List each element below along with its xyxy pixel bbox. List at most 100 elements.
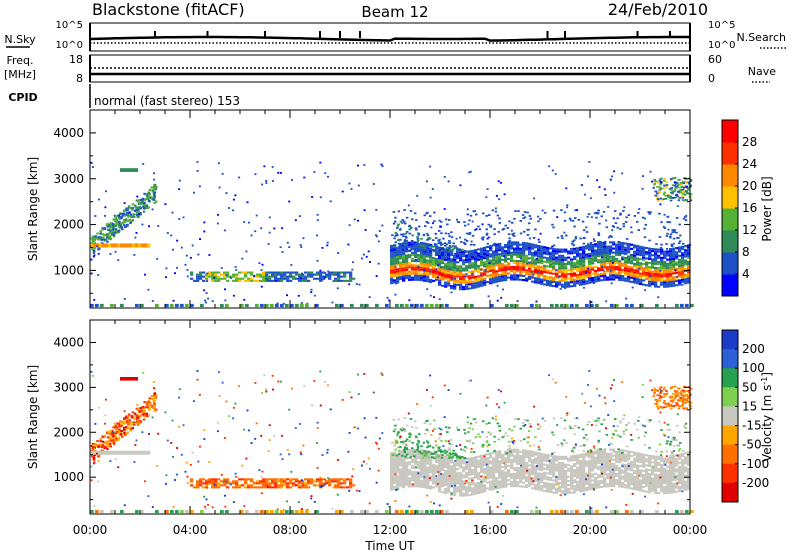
- power-cell: [645, 265, 649, 268]
- power-cell: [474, 261, 478, 264]
- velocity-cell: [594, 480, 598, 483]
- velocity-cell: [402, 455, 406, 458]
- power-cell: [316, 213, 319, 216]
- velocity-cell: [639, 479, 643, 482]
- power-cell: [120, 216, 123, 219]
- power-cell: [445, 243, 449, 246]
- power-cell: [331, 301, 334, 304]
- velocity-cell: [423, 463, 427, 466]
- power-cell: [624, 248, 628, 251]
- velocity-cell: [508, 428, 511, 430]
- velocity-cell: [681, 483, 685, 486]
- velocity-cell: [588, 478, 592, 481]
- power-cell: [609, 268, 613, 271]
- velocity-cell: [483, 478, 487, 481]
- power-cell: [504, 279, 508, 282]
- velocity-cell: [471, 457, 475, 460]
- power-cell: [570, 274, 574, 277]
- velocity-cell: [492, 479, 496, 482]
- power-cell: [561, 285, 565, 288]
- power-cell: [530, 303, 534, 308]
- power-cell: [561, 248, 565, 251]
- power-cell: [654, 180, 658, 183]
- power-cell: [487, 236, 491, 239]
- velocity-cell: [423, 478, 427, 481]
- velocity-cell: [579, 476, 583, 479]
- power-cell: [609, 272, 613, 275]
- power-cell: [522, 256, 526, 259]
- power-cell: [582, 260, 586, 263]
- velocity-cell: [666, 469, 670, 472]
- power-cell: [393, 258, 397, 261]
- power-cell: [687, 182, 691, 185]
- velocity-cell: [501, 461, 505, 464]
- power-cell: [423, 254, 427, 257]
- velocity-cell: [645, 484, 649, 487]
- velocity-cell: [582, 469, 586, 472]
- velocity-cell: [573, 471, 577, 474]
- power-cell: [441, 262, 445, 265]
- power-cell: [316, 234, 318, 237]
- velocity-cell: [480, 471, 484, 474]
- power-cell: [447, 280, 451, 283]
- power-cell: [214, 275, 218, 278]
- power-cell: [456, 218, 458, 221]
- power-cell: [417, 278, 421, 281]
- power-cell: [573, 255, 577, 258]
- power-cell: [611, 229, 614, 231]
- power-cell: [624, 265, 628, 268]
- power-cell: [411, 266, 415, 269]
- velocity-cell: [651, 485, 655, 488]
- power-cell: [405, 236, 408, 239]
- power-cell: [411, 264, 415, 267]
- power-cell: [480, 282, 484, 285]
- velocity-cell: [540, 487, 544, 490]
- power-cell: [328, 277, 332, 280]
- power-cell: [196, 273, 200, 276]
- power-cell: [501, 269, 505, 272]
- power-cell: [669, 233, 673, 236]
- velocity-cell: [611, 432, 615, 435]
- power-cell: [434, 244, 437, 246]
- power-cell: [403, 242, 406, 244]
- power-cell: [598, 222, 601, 225]
- velocity-cell: [639, 469, 643, 472]
- power-cell: [594, 255, 598, 258]
- velocity-cell: [405, 477, 409, 480]
- power-cell: [444, 245, 447, 247]
- velocity-cell: [483, 472, 487, 475]
- velocity-cell: [648, 489, 652, 492]
- velocity-cell: [594, 462, 598, 465]
- velocity-cell: [588, 466, 592, 469]
- power-cell: [393, 244, 397, 247]
- power-cell: [462, 253, 466, 256]
- power-cell: [653, 180, 656, 183]
- power-cell: [98, 246, 101, 249]
- power-cell: [504, 260, 508, 263]
- velocity-cell: [420, 449, 424, 452]
- power-cell: [537, 275, 541, 278]
- power-cell: [678, 265, 682, 268]
- velocity-cell: [417, 455, 421, 458]
- power-cell: [556, 236, 560, 239]
- velocity-cell: [507, 465, 511, 468]
- power-cell: [561, 273, 565, 276]
- velocity-cell: [429, 457, 433, 460]
- velocity-cell: [621, 485, 625, 488]
- velocity-cell: [678, 482, 682, 485]
- power-cell: [649, 275, 652, 278]
- power-cell: [408, 276, 412, 279]
- power-cell: [624, 269, 628, 272]
- velocity-cell: [402, 459, 406, 462]
- velocity-cell: [450, 467, 454, 470]
- power-cell: [495, 258, 499, 261]
- velocity-cell: [468, 440, 471, 443]
- power-cell: [576, 259, 580, 262]
- power-cell: [399, 253, 403, 256]
- power-cell: [580, 184, 583, 186]
- power-cell: [247, 279, 251, 282]
- power-cell: [241, 271, 245, 274]
- velocity-cell: [624, 486, 628, 489]
- power-cell: [657, 260, 661, 263]
- power-cell: [573, 251, 577, 254]
